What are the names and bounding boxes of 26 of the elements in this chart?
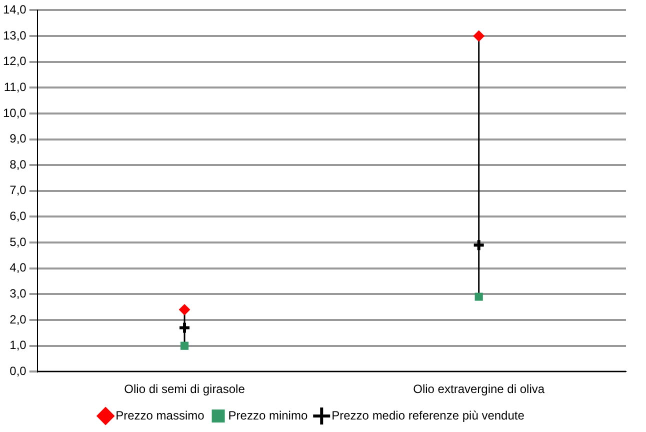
x-tick-label: Olio di semi di girasole	[124, 382, 246, 396]
y-tick-label: 6,0	[10, 209, 27, 224]
y-tick-label: 8,0	[10, 157, 27, 172]
point	[178, 321, 192, 334]
x-tick-label: Olio extravergine di oliva	[413, 382, 545, 396]
legend-label: Prezzo massimo	[116, 408, 205, 422]
y-tick-label: 13,0	[2, 28, 27, 42]
point	[472, 238, 486, 252]
legend-label: Prezzo minimo	[228, 408, 308, 422]
y-tick-label: 2,0	[10, 312, 27, 326]
y-tick-label: 11,0	[4, 80, 27, 94]
y-tick-label: 5,0	[10, 234, 27, 249]
legend-label: Prezzo medio referenze più vendute	[332, 408, 525, 422]
y-tick-label: 3,0	[10, 286, 27, 300]
point	[179, 304, 190, 316]
y-tick-label: 0,0	[10, 364, 27, 378]
point	[473, 30, 484, 42]
y-tick-label: 12,0	[2, 54, 27, 68]
y-tick-label: 10,0	[2, 106, 27, 120]
y-tick-label: 9,0	[10, 132, 27, 146]
y-tick-label: 1,0	[10, 338, 27, 352]
point	[474, 292, 483, 301]
point	[180, 342, 189, 350]
y-tick-label: 4,0	[10, 260, 27, 275]
y-tick-label: 7,0	[10, 183, 27, 198]
y-tick-label: 14,0	[2, 2, 27, 17]
